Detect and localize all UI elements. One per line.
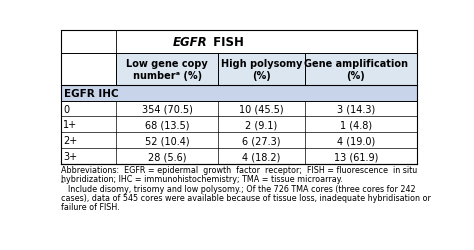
Text: ᵃ: ᵃ: [61, 180, 64, 186]
Text: EGFR: EGFR: [173, 36, 207, 49]
Text: 1+: 1+: [64, 120, 77, 130]
Text: High polysomy
(%): High polysomy (%): [221, 58, 302, 81]
Text: Include disomy, trisomy and low polysomy.; Of the 726 TMA cores (three cores for: Include disomy, trisomy and low polysomy…: [68, 184, 415, 193]
Bar: [61, 54, 116, 86]
Text: 52 (10.4): 52 (10.4): [145, 136, 190, 146]
Text: 28 (5.6): 28 (5.6): [148, 152, 186, 162]
Bar: [61, 133, 418, 148]
Bar: [61, 86, 418, 101]
Text: 3 (14.3): 3 (14.3): [337, 104, 375, 114]
Text: Low gene copy
numberᵃ (%): Low gene copy numberᵃ (%): [126, 58, 208, 81]
Text: 3+: 3+: [64, 152, 77, 162]
Bar: [61, 101, 418, 117]
Bar: [116, 54, 418, 86]
Text: hybridization; IHC = immunohistochemistry; TMA = tissue microarray.: hybridization; IHC = immunohistochemistr…: [61, 174, 343, 184]
Text: 4 (18.2): 4 (18.2): [242, 152, 281, 162]
Text: 2 (9.1): 2 (9.1): [246, 120, 278, 130]
Text: failure of FISH.: failure of FISH.: [61, 202, 120, 211]
Text: 2+: 2+: [64, 136, 78, 146]
Text: 13 (61.9): 13 (61.9): [334, 152, 378, 162]
Text: Gene amplification
(%): Gene amplification (%): [304, 58, 408, 81]
Bar: [61, 148, 418, 164]
Text: 10 (45.5): 10 (45.5): [239, 104, 284, 114]
Text: cases), data of 545 cores were available because of tissue loss, inadequate hybr: cases), data of 545 cores were available…: [61, 193, 431, 202]
Text: 1 (4.8): 1 (4.8): [340, 120, 372, 130]
Bar: [61, 31, 418, 54]
Bar: [61, 117, 418, 133]
Text: 354 (70.5): 354 (70.5): [142, 104, 192, 114]
Text: 6 (27.3): 6 (27.3): [242, 136, 281, 146]
Text: 68 (13.5): 68 (13.5): [145, 120, 189, 130]
Text: 0: 0: [64, 104, 69, 114]
Text: 4 (19.0): 4 (19.0): [337, 136, 375, 146]
Text: Abbreviations:  EGFR = epidermal  growth  factor  receptor;  FISH = fluorescence: Abbreviations: EGFR = epidermal growth f…: [61, 165, 417, 174]
Text: FISH: FISH: [209, 36, 244, 49]
Text: EGFR IHC: EGFR IHC: [64, 88, 118, 98]
